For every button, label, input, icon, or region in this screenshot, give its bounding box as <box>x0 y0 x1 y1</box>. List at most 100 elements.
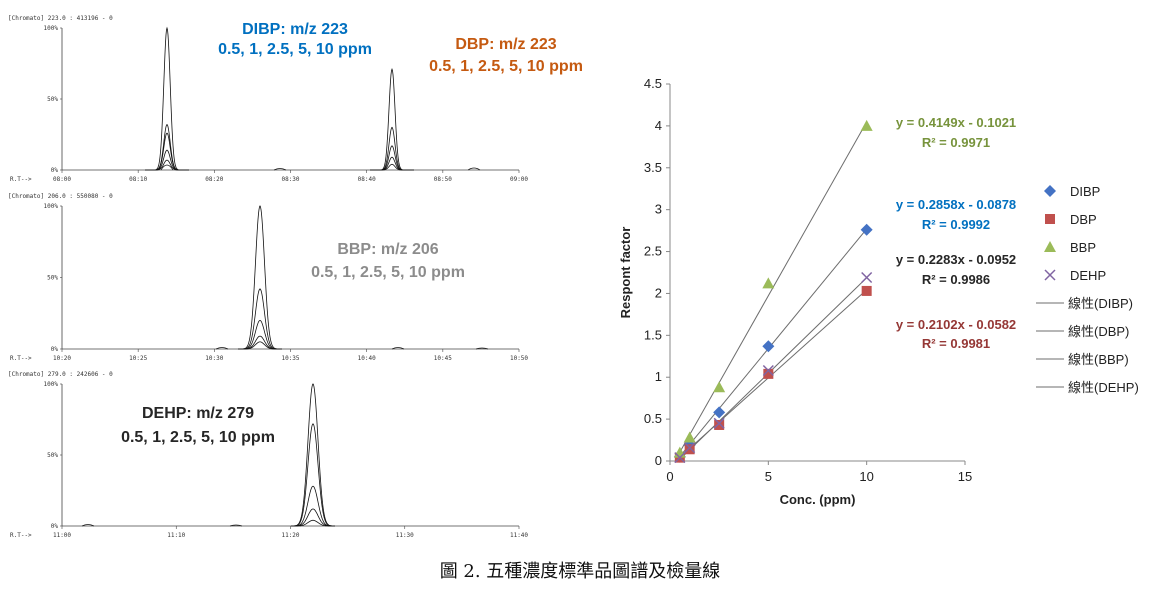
x-tick-label: 11:30 <box>396 532 414 539</box>
data-point-dbp <box>861 285 872 296</box>
trendline-equation: y = 0.2102x - 0.0582 <box>896 317 1016 332</box>
peak-label-line: 0.5, 1, 2.5, 5, 10 ppm <box>311 264 465 281</box>
x-tick-label: 10:30 <box>205 355 223 362</box>
chromatogram-trace <box>238 205 282 350</box>
data-point-dehp <box>713 417 725 429</box>
peak-label-line: BBP: m/z 206 <box>337 241 438 258</box>
data-point-dibp <box>762 340 775 353</box>
x-axis-title: Conc. (ppm) <box>780 492 856 507</box>
chromatogram-trace <box>145 26 189 171</box>
legend-label: DBP <box>1070 212 1097 227</box>
legend-label: DEHP <box>1070 268 1106 283</box>
legend-label: 線性(DIBP) <box>1068 296 1133 311</box>
y-tick-label: 0% <box>51 523 59 530</box>
series-bbp <box>673 119 873 458</box>
data-point-bbp <box>713 381 726 393</box>
trendline-equation: y = 0.4149x - 0.1021 <box>896 115 1016 130</box>
chromatogram-trace <box>370 163 414 171</box>
x-tick-label: 08:50 <box>434 176 452 183</box>
peak-label-line: DIBP: m/z 223 <box>242 21 348 38</box>
x-tick-label: 10:50 <box>510 355 528 362</box>
y-tick-label: 100% <box>44 25 59 32</box>
x-tick-label: 0 <box>666 469 673 484</box>
legend-label: 線性(DEHP) <box>1068 380 1139 395</box>
figure-caption: 圖 2. 五種濃度標準品圖譜及檢量線 <box>439 561 721 582</box>
legend-marker <box>1044 241 1056 252</box>
chromatogram-trace <box>370 156 414 171</box>
panel-header: [Chromato] 206.0 : 550080 - 0 <box>8 193 113 200</box>
x-tick-label: 08:00 <box>53 176 71 183</box>
y-tick-label: 1 <box>655 369 662 384</box>
data-point-bbp <box>683 431 696 443</box>
x-tick-label: 10:40 <box>358 355 376 362</box>
x-tick-label: 11:40 <box>510 532 528 539</box>
baseline-bump <box>160 164 174 171</box>
y-tick-label: 50% <box>47 452 58 459</box>
y-tick-label: 2 <box>655 285 662 300</box>
legend-marker <box>1044 185 1056 197</box>
chromatogram-trace <box>291 508 335 527</box>
chromatogram-trace <box>291 519 335 527</box>
peak-label-line: DBP: m/z 223 <box>455 36 556 53</box>
y-tick-label: 0% <box>51 346 59 353</box>
calibration-scatter-chart: 0 0.5 1 1.5 2 2.5 3 3.5 4 4.5 0 5 10 15 Conc. (ppm) Res… <box>618 76 1139 507</box>
data-point-bbp <box>762 277 775 289</box>
chromatogram-panels: [Chromato] 223.0 : 413196 - 0 100% 50% 0% R.… <box>8 15 583 539</box>
chromatogram-trace <box>238 288 282 350</box>
x-tick-label: R.T--> <box>10 355 32 362</box>
x-tick-label: 10 <box>859 469 873 484</box>
trendline-r-squared: R² = 0.9992 <box>922 217 990 232</box>
chromatogram-trace <box>238 319 282 350</box>
y-tick-label: 3 <box>655 202 662 217</box>
x-tick-label: 08:10 <box>129 176 147 183</box>
data-point-dbp <box>684 444 695 455</box>
data-point-bbp <box>860 119 873 131</box>
data-point-dbp <box>714 419 725 430</box>
baseline-bump <box>391 347 405 350</box>
chromatogram-trace <box>370 126 414 171</box>
data-point-dibp <box>860 223 873 236</box>
y-tick-label: 0% <box>51 167 59 174</box>
y-tick-label: 100% <box>44 203 59 210</box>
chromatogram-trace <box>370 145 414 171</box>
trendline-equation: y = 0.2858x - 0.0878 <box>896 197 1016 212</box>
y-tick-label: 0 <box>655 453 662 468</box>
y-tick-label: 0.5 <box>644 411 662 426</box>
chromatogram-trace <box>238 341 282 350</box>
panel-header: [Chromato] 223.0 : 413196 - 0 <box>8 15 113 22</box>
data-point-dibp <box>713 406 726 419</box>
y-tick-label: 1.5 <box>644 327 662 342</box>
x-tick-label: 08:20 <box>205 176 223 183</box>
legend-label: BBP <box>1070 240 1096 255</box>
x-tick-label: 11:20 <box>281 532 299 539</box>
x-tick-label: 09:00 <box>510 176 528 183</box>
baseline-bump <box>467 167 481 171</box>
chromatogram-panel-2: [Chromato] 206.0 : 550080 - 0 100% 50% 0% R.… <box>8 193 528 362</box>
x-tick-label: R.T--> <box>10 176 32 183</box>
y-tick-label: 100% <box>44 381 59 388</box>
x-tick-label: 10:35 <box>281 355 299 362</box>
x-tick-label: 10:45 <box>434 355 452 362</box>
trendline-r-squared: R² = 0.9986 <box>922 272 990 287</box>
legend-marker <box>1044 269 1056 281</box>
peak-label-line: DEHP: m/z 279 <box>142 405 254 422</box>
data-point-dehp <box>762 364 774 377</box>
x-tick-label: 11:10 <box>167 532 185 539</box>
data-point-dehp <box>674 452 686 464</box>
baseline-bump <box>475 347 489 350</box>
trendline-r-squared: R² = 0.9971 <box>922 135 990 150</box>
chromatogram-trace <box>145 132 189 171</box>
y-tick-label: 2.5 <box>644 244 662 259</box>
chromatogram-trace <box>291 383 335 527</box>
x-tick-label: 11:00 <box>53 532 71 539</box>
baseline-bump <box>229 524 243 527</box>
legend-label: 線性(BBP) <box>1068 352 1129 367</box>
legend-marker <box>1045 214 1055 224</box>
y-tick-label: 3.5 <box>644 160 662 175</box>
x-tick-label: 15 <box>958 469 972 484</box>
chromatogram-trace <box>238 335 282 350</box>
baseline-bump <box>215 347 229 350</box>
y-tick-label: 4 <box>655 118 662 133</box>
chromatogram-trace <box>145 124 189 171</box>
data-point-dbp <box>763 368 774 379</box>
